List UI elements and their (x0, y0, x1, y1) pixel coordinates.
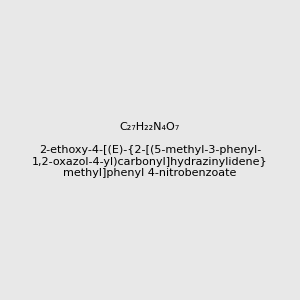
Text: C₂₇H₂₂N₄O₇

2-ethoxy-4-[(E)-{2-[(5-methyl-3-phenyl-
1,2-oxazol-4-yl)carbonyl]hyd: C₂₇H₂₂N₄O₇ 2-ethoxy-4-[(E)-{2-[(5-methyl… (32, 122, 268, 178)
